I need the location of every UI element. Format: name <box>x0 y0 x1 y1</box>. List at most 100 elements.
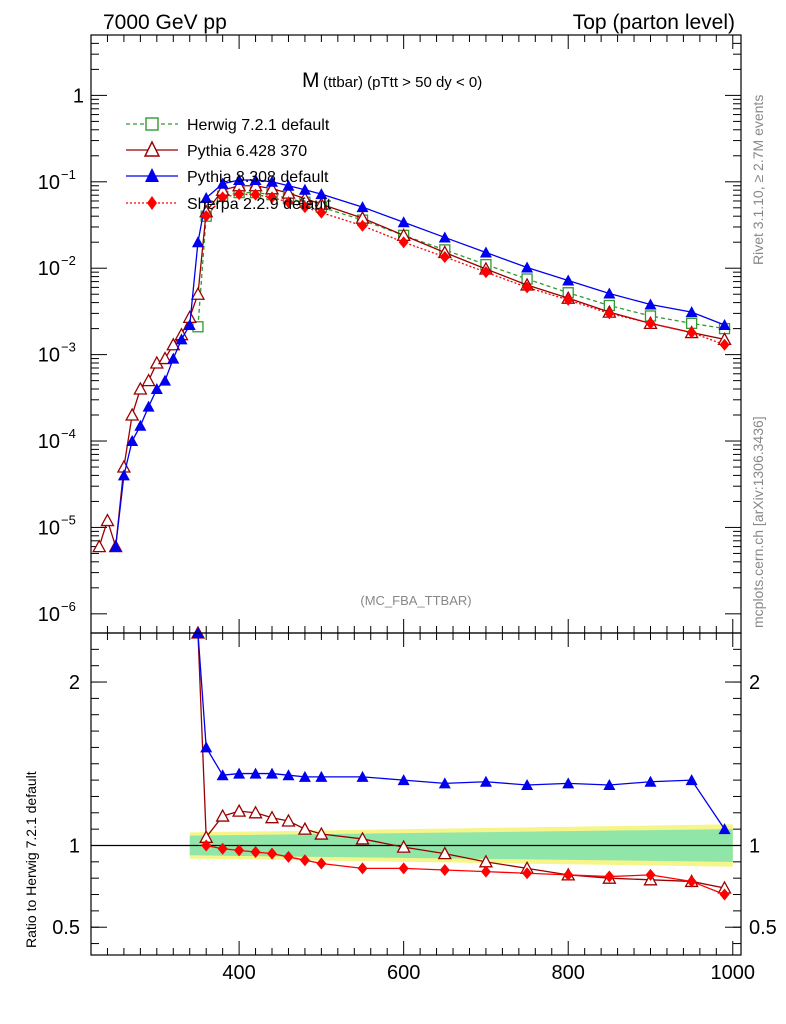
x-tick-label: 800 <box>552 962 585 984</box>
data-point-marker <box>215 808 230 822</box>
data-point-marker <box>233 767 246 779</box>
triangle-marker-icon <box>145 168 159 182</box>
data-point-marker <box>357 219 368 232</box>
data-point-marker <box>604 870 615 883</box>
data-point-marker <box>603 287 616 299</box>
data-point-marker <box>397 774 410 786</box>
data-point-marker <box>603 779 616 791</box>
data-point-marker <box>142 400 155 412</box>
y-tick-label: 10 <box>38 345 60 367</box>
data-point-marker <box>480 266 491 279</box>
data-point-marker <box>604 307 615 320</box>
legend-label: Herwig 7.2.1 default <box>187 117 330 134</box>
data-point-marker <box>563 293 574 306</box>
data-point-marker <box>480 865 491 878</box>
data-point-marker <box>438 231 451 243</box>
x-tick-label: 400 <box>222 962 255 984</box>
data-point-marker <box>134 419 147 431</box>
y-tick-label-left: 1 <box>69 835 80 857</box>
data-point-marker <box>355 831 370 845</box>
data-point-marker <box>100 513 115 527</box>
data-point-marker <box>316 857 327 870</box>
ratio-series-pythia-8-308-default <box>191 627 731 835</box>
data-point-marker <box>282 769 295 781</box>
y-tick-label-left: 2 <box>69 672 80 694</box>
data-point-marker <box>191 236 204 248</box>
data-point-marker <box>685 306 698 318</box>
data-point-marker <box>216 769 229 781</box>
data-point-marker <box>266 767 279 779</box>
data-point-marker <box>264 810 280 824</box>
data-point-marker <box>234 188 245 201</box>
data-point-marker <box>159 374 172 386</box>
ratio-axis-ticks: 0.5 0.5 1 1 2 2 400 600 800 1000 <box>52 633 777 984</box>
data-point-marker <box>685 774 698 786</box>
legend: Herwig 7.2.1 default Pythia 6.428 370 Py… <box>126 117 332 213</box>
data-point-marker <box>439 250 450 263</box>
analysis-tag: (MC_FBA_TTBAR) <box>360 593 471 608</box>
data-point-marker <box>718 319 731 331</box>
process-label: Top (parton level) <box>573 11 735 34</box>
data-point-marker <box>357 862 368 875</box>
main-title: M <box>302 69 320 92</box>
rivet-label: Rivet 3.1.10, ≥ 2.7M events <box>750 95 766 265</box>
data-point-marker <box>562 274 575 286</box>
ratio-panel-frame <box>90 632 742 956</box>
legend-item-pythia8: Pythia 8.308 default <box>126 168 329 186</box>
y-tick-exponent: −6 <box>61 599 76 614</box>
mcplots-label: mcplots.cern.ch [arXiv:1306.3436] <box>750 416 766 628</box>
y-tick-label: 10 <box>38 431 60 453</box>
data-point-marker <box>190 286 206 300</box>
y-tick-label: 10 <box>38 258 60 280</box>
data-point-marker <box>719 888 730 901</box>
data-point-marker <box>298 770 311 782</box>
data-point-marker <box>644 775 657 787</box>
data-point-marker <box>522 281 533 294</box>
legend-item-herwig: Herwig 7.2.1 default <box>126 117 330 134</box>
data-point-marker <box>175 333 188 345</box>
legend-item-sherpa: Sherpa 2.2.9 default <box>126 196 332 213</box>
y-tick-label-left: 0.5 <box>52 917 80 939</box>
data-point-marker <box>267 191 278 204</box>
data-point-marker <box>437 846 452 860</box>
data-point-marker <box>109 540 122 552</box>
data-point-marker <box>299 201 310 214</box>
data-point-marker <box>126 435 139 447</box>
data-point-marker <box>396 839 411 853</box>
ratio-uncertainty-band <box>91 824 741 867</box>
square-marker-icon <box>145 117 159 131</box>
data-point-marker <box>645 317 656 330</box>
y-tick-exponent: −2 <box>61 253 76 268</box>
ratio-series-sherpa-2-2-9-default <box>201 839 730 901</box>
data-point-marker <box>217 191 228 204</box>
data-point-marker <box>479 775 492 787</box>
data-point-marker <box>250 188 261 201</box>
data-point-marker <box>117 469 130 481</box>
triangle-marker-icon <box>143 140 161 157</box>
legend-item-pythia6: Pythia 6.428 370 <box>126 140 307 160</box>
y-tick-exponent: −3 <box>61 340 76 355</box>
data-point-marker <box>398 236 409 249</box>
data-point-marker <box>521 779 534 791</box>
data-point-marker <box>283 196 294 209</box>
data-point-marker <box>521 261 534 273</box>
data-point-marker <box>201 839 212 852</box>
diamond-marker-icon <box>147 196 157 210</box>
data-point-marker <box>644 298 657 310</box>
series-line <box>115 179 725 547</box>
data-point-marker <box>200 741 213 753</box>
series-pythia-6-428-370 <box>92 178 732 553</box>
data-point-marker <box>267 847 278 860</box>
data-point-marker <box>315 770 328 782</box>
data-point-marker <box>281 813 296 827</box>
data-point-marker <box>183 319 196 331</box>
y-tick-exponent: −4 <box>61 426 76 441</box>
data-point-marker <box>133 381 148 395</box>
y-tick-label-right: 0.5 <box>749 917 777 939</box>
data-point-marker <box>249 173 262 185</box>
data-point-marker <box>397 216 410 228</box>
data-point-marker <box>297 821 313 835</box>
x-tick-label: 600 <box>387 962 420 984</box>
ratio-y-axis-label: Ratio to Herwig 7.2.1 default <box>23 771 39 948</box>
